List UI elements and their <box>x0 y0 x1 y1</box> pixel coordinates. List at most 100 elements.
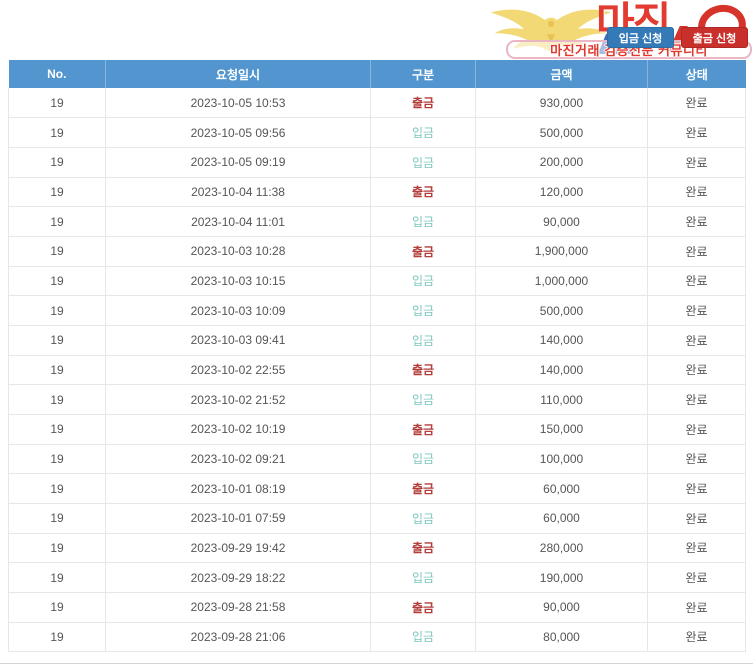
cell-amount: 90,000 <box>475 592 648 623</box>
cell-status: 완료 <box>647 117 746 148</box>
table-row: 19 2023-10-05 09:19 입금 200,000 완료 <box>8 147 746 178</box>
cell-status: 완료 <box>647 503 746 534</box>
cell-status: 완료 <box>647 88 746 119</box>
table-row: 19 2023-10-04 11:38 출금 120,000 완료 <box>8 177 746 208</box>
cell-type: 입금 <box>370 117 476 148</box>
cell-status: 완료 <box>647 266 746 297</box>
cell-status: 완료 <box>647 533 746 564</box>
cell-no: 19 <box>8 295 106 326</box>
cell-datetime: 2023-10-05 09:19 <box>105 147 371 178</box>
cell-amount: 140,000 <box>475 325 648 356</box>
cell-no: 19 <box>8 117 106 148</box>
cell-status: 완료 <box>647 473 746 504</box>
cell-datetime: 2023-10-03 10:15 <box>105 266 371 297</box>
table-row: 19 2023-10-03 09:41 입금 140,000 완료 <box>8 325 746 356</box>
col-header-status: 상태 <box>647 60 746 88</box>
cell-amount: 280,000 <box>475 533 648 564</box>
table-row: 19 2023-10-02 21:52 입금 110,000 완료 <box>8 384 746 415</box>
cell-type: 입금 <box>370 206 476 237</box>
cell-datetime: 2023-10-03 10:09 <box>105 295 371 326</box>
cell-no: 19 <box>8 147 106 178</box>
table-row: 19 2023-09-29 18:22 입금 190,000 완료 <box>8 562 746 593</box>
table-row: 19 2023-09-29 19:42 출금 280,000 완료 <box>8 533 746 564</box>
cell-datetime: 2023-10-03 09:41 <box>105 325 371 356</box>
cell-type: 입금 <box>370 622 476 653</box>
table-row: 19 2023-10-05 10:53 출금 930,000 완료 <box>8 88 746 119</box>
cell-type: 출금 <box>370 414 476 445</box>
cell-amount: 190,000 <box>475 562 648 593</box>
cell-type: 출금 <box>370 177 476 208</box>
cell-datetime: 2023-10-02 10:19 <box>105 414 371 445</box>
cell-no: 19 <box>8 384 106 415</box>
cell-datetime: 2023-10-05 09:56 <box>105 117 371 148</box>
cell-no: 19 <box>8 503 106 534</box>
cell-amount: 90,000 <box>475 206 648 237</box>
table-row: 19 2023-10-02 09:21 입금 100,000 완료 <box>8 444 746 475</box>
cell-amount: 200,000 <box>475 147 648 178</box>
footer-divider <box>0 663 753 664</box>
cell-status: 완료 <box>647 206 746 237</box>
cell-datetime: 2023-09-29 19:42 <box>105 533 371 564</box>
cell-datetime: 2023-10-03 10:28 <box>105 236 371 267</box>
cell-type: 입금 <box>370 147 476 178</box>
cell-no: 19 <box>8 414 106 445</box>
table-row: 19 2023-10-02 22:55 출금 140,000 완료 <box>8 355 746 386</box>
table-row: 19 2023-10-05 09:56 입금 500,000 완료 <box>8 117 746 148</box>
cell-datetime: 2023-09-28 21:58 <box>105 592 371 623</box>
cell-status: 완료 <box>647 444 746 475</box>
cell-no: 19 <box>8 622 106 653</box>
cell-type: 입금 <box>370 562 476 593</box>
cell-amount: 1,900,000 <box>475 236 648 267</box>
cell-amount: 120,000 <box>475 177 648 208</box>
cell-datetime: 2023-10-02 21:52 <box>105 384 371 415</box>
cell-datetime: 2023-09-28 21:06 <box>105 622 371 653</box>
table-row: 19 2023-10-03 10:28 출금 1,900,000 완료 <box>8 236 746 267</box>
cell-type: 입금 <box>370 503 476 534</box>
cell-amount: 60,000 <box>475 473 648 504</box>
col-header-no: No. <box>8 60 106 88</box>
cell-status: 완료 <box>647 592 746 623</box>
cell-amount: 1,000,000 <box>475 266 648 297</box>
cell-type: 입금 <box>370 266 476 297</box>
table-body: 19 2023-10-05 10:53 출금 930,000 완료 19 202… <box>8 88 746 653</box>
cell-amount: 80,000 <box>475 622 648 653</box>
cell-datetime: 2023-10-02 09:21 <box>105 444 371 475</box>
cell-amount: 500,000 <box>475 117 648 148</box>
cell-status: 완료 <box>647 562 746 593</box>
table-row: 19 2023-10-03 10:09 입금 500,000 완료 <box>8 295 746 326</box>
table-row: 19 2023-09-28 21:58 출금 90,000 완료 <box>8 592 746 623</box>
cell-no: 19 <box>8 177 106 208</box>
cell-status: 완료 <box>647 236 746 267</box>
cell-type: 출금 <box>370 533 476 564</box>
cell-amount: 60,000 <box>475 503 648 534</box>
cell-no: 19 <box>8 88 106 119</box>
cell-status: 완료 <box>647 384 746 415</box>
table-row: 19 2023-10-01 07:59 입금 60,000 완료 <box>8 503 746 534</box>
cell-type: 입금 <box>370 444 476 475</box>
table-row: 19 2023-10-01 08:19 출금 60,000 완료 <box>8 473 746 504</box>
cell-status: 완료 <box>647 355 746 386</box>
table-row: 19 2023-10-02 10:19 출금 150,000 완료 <box>8 414 746 445</box>
cell-status: 완료 <box>647 414 746 445</box>
cell-type: 입금 <box>370 295 476 326</box>
cell-type: 출금 <box>370 592 476 623</box>
cell-type: 입금 <box>370 325 476 356</box>
transaction-history-table: No. 요청일시 구분 금액 상태 19 2023-10-05 10:53 출금… <box>8 60 746 653</box>
cell-datetime: 2023-09-29 18:22 <box>105 562 371 593</box>
cell-status: 완료 <box>647 622 746 653</box>
cell-no: 19 <box>8 355 106 386</box>
withdraw-request-button[interactable]: 출금 신청 <box>681 27 748 48</box>
cell-amount: 150,000 <box>475 414 648 445</box>
deposit-request-button[interactable]: 입금 신청 <box>607 27 674 48</box>
cell-no: 19 <box>8 206 106 237</box>
cell-type: 출금 <box>370 88 476 119</box>
cell-amount: 930,000 <box>475 88 648 119</box>
cell-datetime: 2023-10-04 11:01 <box>105 206 371 237</box>
cell-datetime: 2023-10-01 07:59 <box>105 503 371 534</box>
cell-amount: 500,000 <box>475 295 648 326</box>
cell-datetime: 2023-10-02 22:55 <box>105 355 371 386</box>
cell-datetime: 2023-10-04 11:38 <box>105 177 371 208</box>
col-header-datetime: 요청일시 <box>105 60 371 88</box>
table-row: 19 2023-10-04 11:01 입금 90,000 완료 <box>8 206 746 237</box>
